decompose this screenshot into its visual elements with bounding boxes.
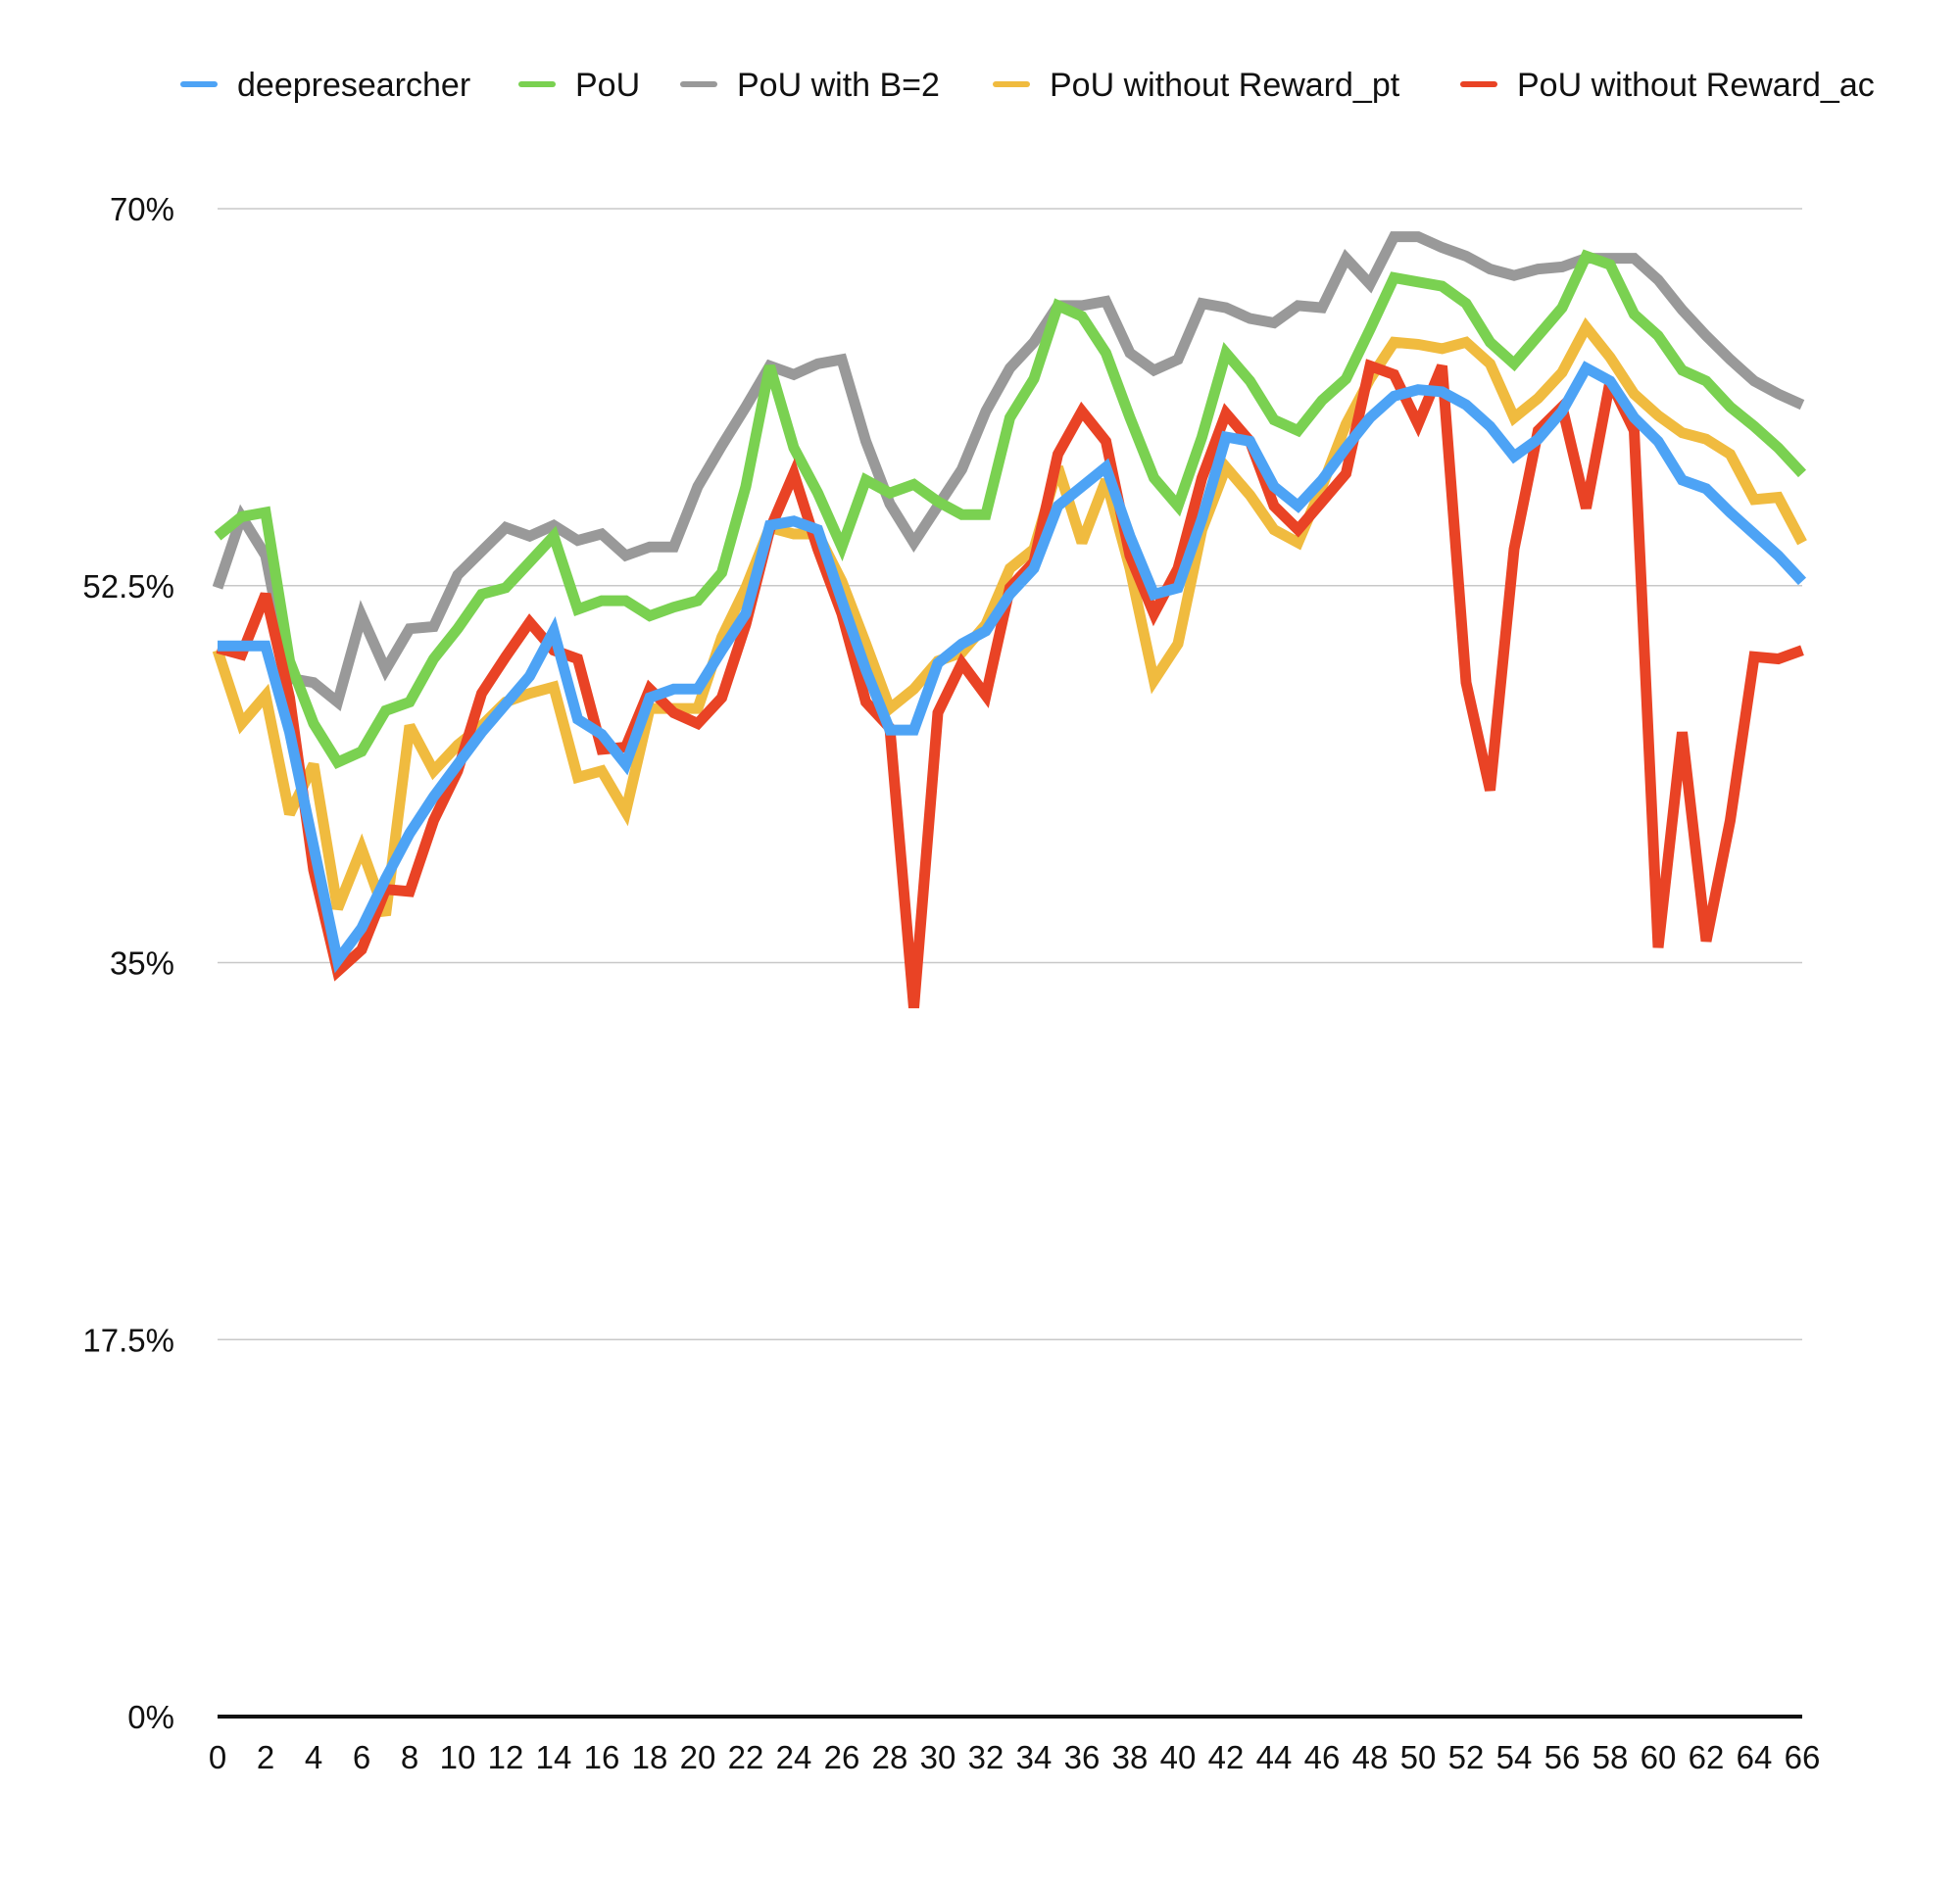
x-tick-label: 0: [209, 1739, 226, 1775]
series-line-deepresearcher: [218, 361, 1807, 974]
legend-label: PoU: [575, 67, 640, 104]
legend-label: PoU without Reward_ac: [1517, 67, 1875, 104]
x-tick-label: 2: [257, 1739, 274, 1775]
series-line-pou-with-b-2: [212, 231, 1805, 712]
y-tick-label: 52.5%: [82, 568, 174, 605]
y-tick-label: 70%: [110, 191, 174, 227]
x-tick-label: 30: [920, 1739, 956, 1775]
x-tick-label: 22: [728, 1739, 764, 1775]
x-tick-label: 44: [1256, 1739, 1293, 1775]
x-tick-label: 26: [824, 1739, 860, 1775]
x-tick-label: 52: [1448, 1739, 1485, 1775]
x-tick-label: 28: [872, 1739, 908, 1775]
legend-item: PoU with B=2: [680, 67, 940, 104]
x-tick-label: 62: [1689, 1739, 1725, 1775]
x-tick-label: 64: [1737, 1739, 1773, 1775]
legend-item: PoU without Reward_ac: [1460, 67, 1875, 104]
y-tick-label: 17.5%: [82, 1322, 174, 1358]
legend-item: PoU: [518, 67, 640, 104]
x-tick-label: 32: [968, 1739, 1004, 1775]
y-axis-tick-labels: 0% 17.5% 35% 52.5% 70%: [82, 191, 174, 1735]
legend-item: PoU without Reward_pt: [993, 67, 1400, 104]
x-tick-label: 6: [353, 1739, 370, 1775]
x-tick-label: 36: [1064, 1739, 1101, 1775]
x-axis-tick-labels: 0 2 4 6 8 10 12 14 16 18 20 22 24 26 28 30 32 34 36 38 40 42 4…: [209, 1739, 1821, 1775]
x-tick-label: 58: [1592, 1739, 1629, 1775]
x-tick-label: 12: [488, 1739, 524, 1775]
series-lines: [212, 231, 1807, 1009]
x-tick-label: 40: [1160, 1739, 1197, 1775]
x-tick-label: 60: [1641, 1739, 1677, 1775]
legend-item: deepresearcher: [180, 67, 470, 104]
x-tick-label: 46: [1304, 1739, 1341, 1775]
series-line-pou: [214, 249, 1807, 769]
x-tick-label: 48: [1352, 1739, 1389, 1775]
x-tick-label: 66: [1785, 1739, 1821, 1775]
x-tick-label: 54: [1496, 1739, 1533, 1775]
x-tick-label: 14: [536, 1739, 572, 1775]
y-tick-label: 0%: [127, 1699, 174, 1735]
x-tick-label: 10: [440, 1739, 476, 1775]
x-tick-label: 8: [401, 1739, 418, 1775]
legend: deepresearcher PoU PoU with B=2 PoU without…: [180, 67, 1875, 104]
x-tick-label: 20: [680, 1739, 716, 1775]
x-tick-label: 56: [1544, 1739, 1581, 1775]
x-tick-label: 16: [584, 1739, 620, 1775]
x-tick-label: 18: [632, 1739, 668, 1775]
x-tick-label: 50: [1400, 1739, 1437, 1775]
legend-label: PoU without Reward_pt: [1050, 67, 1400, 104]
x-tick-label: 38: [1112, 1739, 1149, 1775]
series-line-pou-without-reward-ac: [216, 359, 1804, 1009]
x-tick-label: 34: [1016, 1739, 1053, 1775]
x-tick-label: 24: [776, 1739, 812, 1775]
legend-label: deepresearcher: [237, 67, 470, 104]
x-tick-label: 4: [305, 1739, 322, 1775]
x-tick-label: 42: [1208, 1739, 1245, 1775]
legend-label: PoU with B=2: [737, 67, 940, 104]
y-tick-label: 35%: [110, 945, 174, 982]
